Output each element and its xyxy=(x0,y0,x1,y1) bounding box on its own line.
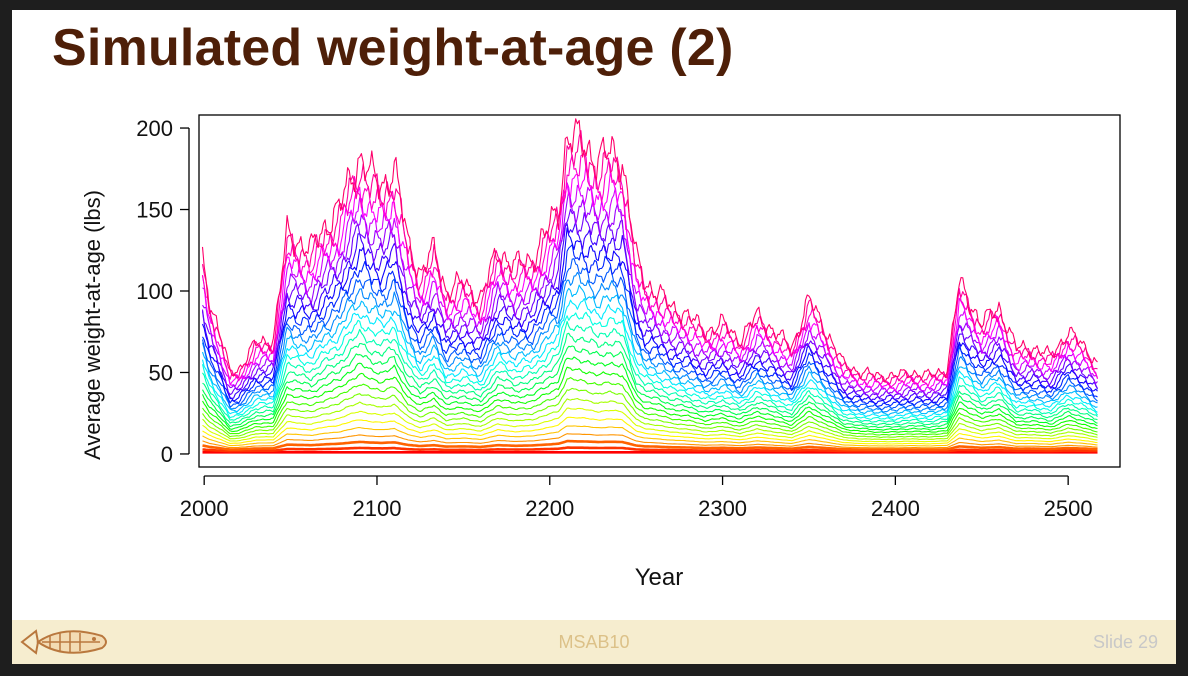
y-tick-label: 150 xyxy=(136,198,173,223)
series-line-age-29 xyxy=(201,130,1098,386)
y-axis-label: Average weight-at-age (lbs) xyxy=(80,190,105,460)
series-line-age-11 xyxy=(202,366,1098,434)
series-line-age-5 xyxy=(202,425,1098,447)
x-tick-label: 2000 xyxy=(180,496,229,521)
series-line-age-13 xyxy=(202,345,1098,429)
x-tick-label: 2300 xyxy=(698,496,747,521)
series-lines xyxy=(201,118,1099,454)
y-axis: 0 50 100 150 200 xyxy=(136,116,190,467)
series-line-age-25 xyxy=(202,190,1098,396)
slide-footer: MSAB10 Slide 29 xyxy=(12,620,1176,664)
series-line-age-8 xyxy=(202,397,1098,441)
x-tick-label: 2500 xyxy=(1044,496,1093,521)
x-tick-label: 2200 xyxy=(525,496,574,521)
x-axis-label: Year xyxy=(635,564,684,591)
series-line-age-10 xyxy=(202,377,1098,436)
x-tick-label: 2100 xyxy=(353,496,402,521)
footer-slide-number: Slide 29 xyxy=(1092,632,1158,652)
y-tick-label: 0 xyxy=(161,442,173,467)
series-line-age-6 xyxy=(202,416,1098,445)
series-line-age-7 xyxy=(202,407,1098,443)
series-line-age-17 xyxy=(201,298,1098,418)
series-line-age-12 xyxy=(201,356,1098,431)
series-line-age-23 xyxy=(201,221,1099,403)
series-line-age-9 xyxy=(202,387,1098,438)
series-line-age-30 xyxy=(201,118,1098,383)
series-line-age-2 xyxy=(202,446,1098,453)
series-line-age-26 xyxy=(202,182,1098,394)
series-line-age-21 xyxy=(202,244,1098,407)
y-tick-label: 100 xyxy=(136,279,173,304)
fish-logo-icon xyxy=(16,622,112,664)
y-tick-label: 200 xyxy=(136,116,173,141)
series-line-age-15 xyxy=(202,320,1098,424)
series-line-age-18 xyxy=(201,284,1098,416)
x-tick-label: 2400 xyxy=(871,496,920,521)
x-axis: 2000 2100 2200 2300 2400 2500 xyxy=(180,475,1093,521)
series-line-age-16 xyxy=(201,311,1098,421)
series-line-age-4 xyxy=(202,433,1098,449)
slide: Simulated weight-at-age (2) 0 50 100 150 200… xyxy=(12,10,1176,664)
series-line-age-22 xyxy=(201,227,1098,405)
series-line-age-19 xyxy=(201,271,1098,413)
series-line-age-3 xyxy=(202,439,1098,451)
y-tick-label: 50 xyxy=(149,360,173,385)
weight-at-age-chart: 0 50 100 150 200 2000 2100 2200 2300 2400 2500 Ye… xyxy=(80,114,1121,591)
slide-title: Simulated weight-at-age (2) xyxy=(52,19,734,77)
series-line-age-14 xyxy=(202,332,1098,426)
footer-conference-label: MSAB10 xyxy=(558,632,630,652)
plot-frame xyxy=(198,114,1121,468)
